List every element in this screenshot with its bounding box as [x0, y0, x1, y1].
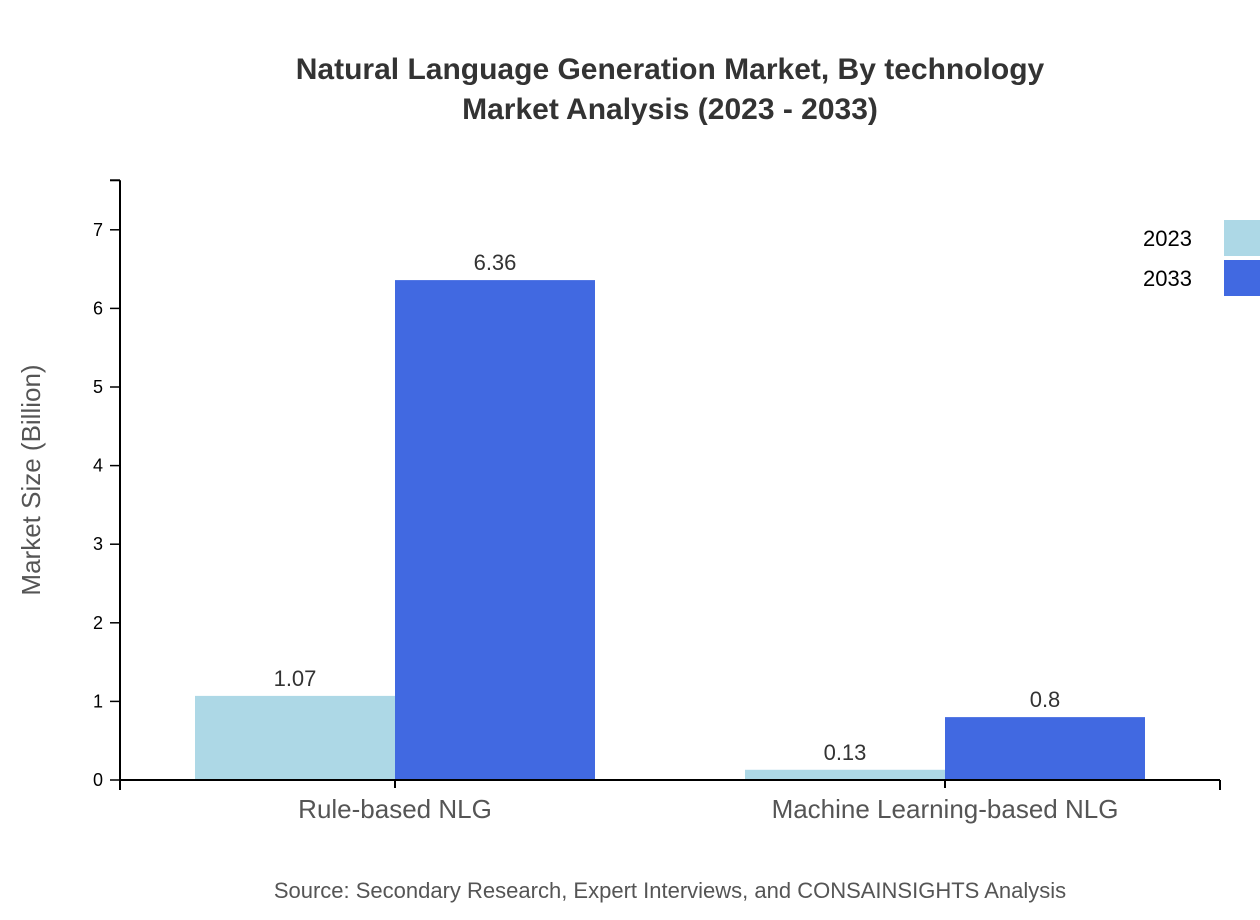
chart-title-main: Natural Language Generation Market, By t…: [295, 53, 1045, 86]
y-tick-label: 4: [93, 456, 103, 476]
bar-value-label: 0.13: [824, 740, 867, 765]
legend-swatch-2033: [1224, 260, 1260, 296]
y-tick-label: 2: [93, 613, 103, 633]
source-note: Source: Secondary Research, Expert Inter…: [273, 878, 1067, 903]
y-tick-label: 1: [93, 691, 103, 711]
bar-2023: [745, 769, 945, 780]
chart-subtitle: Market Analysis (2023 - 2033): [462, 93, 878, 126]
bar-2023: [195, 695, 395, 780]
bar-value-label: 6.36: [474, 250, 517, 275]
y-tick-label: 6: [93, 298, 103, 318]
legend-label-2033: 2033: [1143, 266, 1192, 291]
y-tick-label: 3: [93, 534, 103, 554]
legend-swatch-2023: [1224, 220, 1260, 256]
bar-value-label: 0.8: [1030, 687, 1061, 712]
y-tick-label: 7: [93, 220, 103, 240]
y-tick-label: 0: [93, 770, 103, 790]
legend-label-2023: 2023: [1143, 226, 1192, 251]
y-axis-label: Market Size (Billion): [16, 364, 46, 595]
y-tick-label: 5: [93, 377, 103, 397]
bar-2033: [945, 717, 1145, 780]
x-tick-label: Rule-based NLG: [298, 794, 492, 824]
chart-title: Natural Language Generation Market, By t…: [0, 50, 1260, 130]
bar-value-label: 1.07: [274, 666, 317, 691]
bar-2033: [395, 280, 595, 780]
x-tick-label: Machine Learning-based NLG: [772, 794, 1119, 824]
